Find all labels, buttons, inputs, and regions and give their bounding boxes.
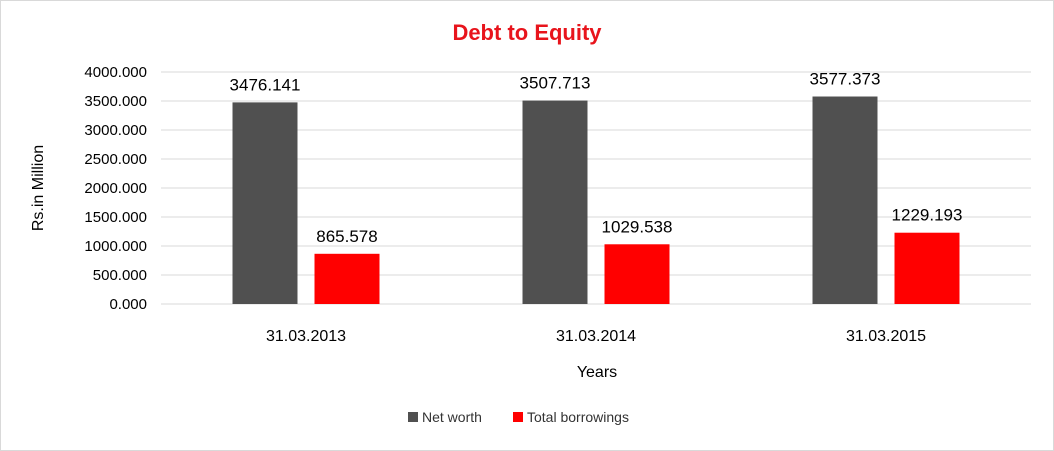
legend-label: Net worth	[422, 409, 482, 425]
data-label: 3577.373	[810, 70, 881, 89]
data-label: 865.578	[316, 227, 377, 246]
y-tick-label: 1000.000	[84, 238, 147, 255]
y-tick-label: 2500.000	[84, 151, 147, 168]
y-tick-label: 4000.000	[84, 64, 147, 81]
y-tick-label: 2000.000	[84, 180, 147, 197]
legend-swatch	[408, 412, 418, 422]
chart-title: Debt to Equity	[452, 20, 602, 45]
data-label: 1029.538	[602, 217, 673, 236]
y-tick-label: 1500.000	[84, 209, 147, 226]
x-tick-label: 31.03.2013	[266, 328, 346, 345]
y-tick-label: 3000.000	[84, 122, 147, 139]
x-tick-label: 31.03.2015	[846, 328, 926, 345]
gridlines	[161, 71, 1031, 305]
y-axis-title: Rs.in Million	[30, 145, 47, 231]
y-tick-label: 500.000	[93, 267, 147, 284]
legend-swatch	[513, 412, 523, 422]
bar-total-borrowings	[314, 253, 380, 304]
x-tick-label: 31.03.2014	[556, 328, 636, 345]
data-label: 3507.713	[520, 74, 591, 93]
y-tick-label: 3500.000	[84, 93, 147, 110]
bar-total-borrowings	[894, 232, 960, 304]
x-axis-title: Years	[577, 364, 617, 381]
x-axis-ticks: 31.03.2013 31.03.2014 31.03.2015	[266, 328, 926, 345]
legend-item-net-worth: Net worth	[408, 409, 482, 425]
data-label: 1229.193	[892, 206, 963, 225]
y-axis-ticks: 0.000 500.000 1000.000 1500.000 2000.000 2500…	[84, 64, 147, 313]
legend-label: Total borrowings	[527, 409, 629, 425]
bar-net-worth	[232, 102, 298, 304]
bars	[232, 96, 960, 305]
bar-total-borrowings	[604, 244, 670, 304]
y-tick-label: 0.000	[109, 296, 147, 313]
data-labels: 3476.141 865.578 3507.713 1029.538 3577.373 1…	[230, 70, 963, 246]
data-label: 3476.141	[230, 75, 301, 94]
bar-net-worth	[812, 96, 878, 305]
legend: Net worth Total borrowings	[408, 409, 629, 425]
bar-net-worth	[522, 100, 588, 304]
legend-item-total-borrowings: Total borrowings	[513, 409, 629, 425]
